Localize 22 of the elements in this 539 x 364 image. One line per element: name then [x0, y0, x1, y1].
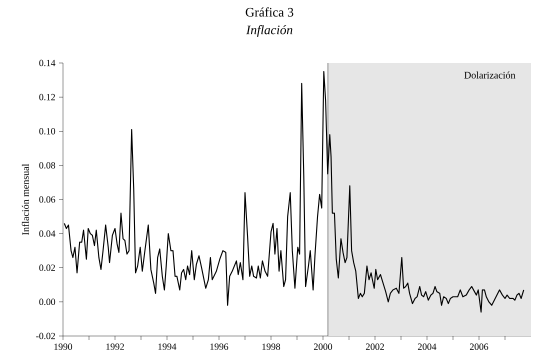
- x-tick-label: 1998: [262, 344, 280, 350]
- x-tick-label: 1992: [106, 344, 124, 350]
- chart-subtitle: Inflación: [246, 25, 292, 37]
- y-tick-label: 0.06: [39, 196, 56, 203]
- y-axis-title: Inflación mensual: [22, 164, 29, 235]
- x-tick-label: 2000: [314, 344, 332, 350]
- band-label: Dolarización: [464, 72, 516, 79]
- y-tick-label: 0.10: [39, 128, 56, 134]
- x-tick-label: 2002: [366, 344, 384, 350]
- y-tick-label: 0.14: [39, 60, 56, 66]
- x-tick-label: 2006: [470, 344, 488, 350]
- y-tick-label: 0.08: [39, 162, 56, 169]
- x-tick-label: 1994: [158, 344, 176, 350]
- x-tick-label: 2004: [418, 344, 436, 350]
- y-tick-label: -0.02: [36, 332, 55, 340]
- chart-title: Gráfica 3: [246, 7, 294, 17]
- y-tick-label: 0.00: [39, 298, 56, 306]
- y-tick-label: 0.04: [39, 230, 56, 237]
- y-tick-label: 0.02: [39, 264, 55, 271]
- y-tick-label: 0.12: [39, 94, 55, 100]
- x-tick-label: 1990: [54, 344, 72, 350]
- x-tick-label: 1996: [210, 344, 228, 350]
